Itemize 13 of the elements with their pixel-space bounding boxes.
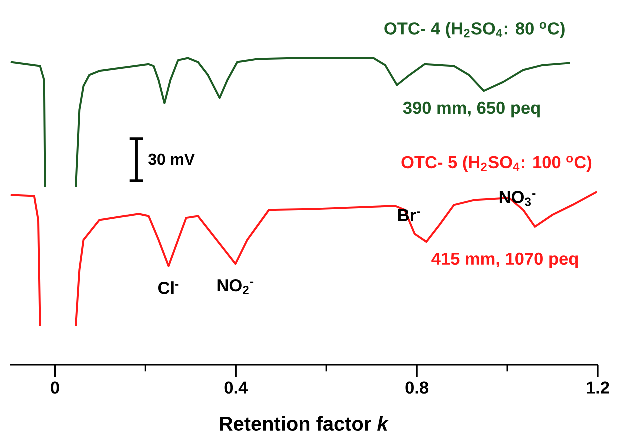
series-label: OTC- 4 (H$_{2}$SO$_{4}$: 80 $^{o}$C)	[384, 22, 565, 38]
x-axis-title: Retention factor k	[220, 416, 390, 431]
annotation: NO$_{3}$-	[500, 191, 536, 206]
series-label: OTC- 5 (H$_{2}$SO$_{4}$: 100 $^{o}$C)	[402, 156, 592, 172]
annotation: 415 mm, 1070 peq	[432, 252, 578, 268]
annotation: Cl$^{-}$	[158, 282, 179, 294]
annotation: 30 mV	[148, 154, 195, 166]
annotation: 390 mm, 650 peq	[403, 102, 540, 118]
x-tick-label: 0.4	[224, 382, 248, 394]
x-tick-label: 0	[51, 382, 60, 394]
x-tick-label: 0.8	[406, 382, 429, 394]
annotation: NO$_{2}$-	[218, 279, 254, 294]
x-tick-label: 1.2	[587, 382, 610, 394]
